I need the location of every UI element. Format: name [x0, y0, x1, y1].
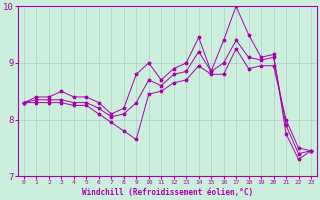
X-axis label: Windchill (Refroidissement éolien,°C): Windchill (Refroidissement éolien,°C) [82, 188, 253, 197]
